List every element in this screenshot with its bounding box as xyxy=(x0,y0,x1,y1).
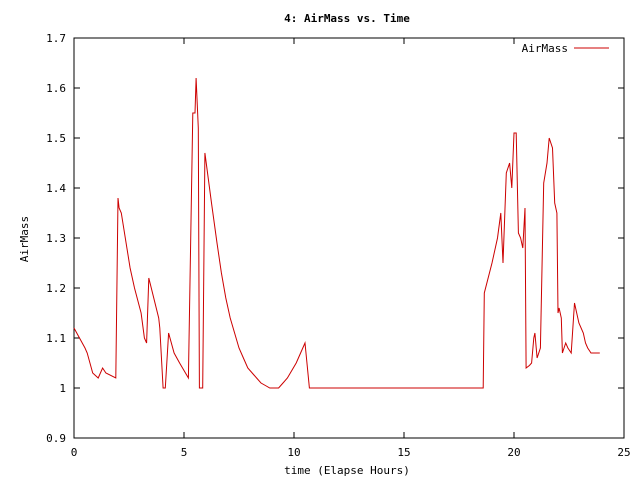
chart-title: 4: AirMass vs. Time xyxy=(284,12,410,25)
y-tick-label: 1.6 xyxy=(46,82,66,95)
y-tick-label: 1.7 xyxy=(46,32,66,45)
y-tick-label: 1.5 xyxy=(46,132,66,145)
y-tick-label: 1.4 xyxy=(46,182,66,195)
y-tick-label: 1 xyxy=(59,382,66,395)
x-tick-label: 25 xyxy=(617,446,630,459)
x-tick-label: 15 xyxy=(397,446,410,459)
y-axis-label: AirMass xyxy=(18,216,31,262)
x-tick-label: 20 xyxy=(507,446,520,459)
series-line-airmass xyxy=(73,77,600,389)
y-tick-label: 1.1 xyxy=(46,332,66,345)
y-tick-label: 0.9 xyxy=(46,432,66,445)
x-tick-label: 0 xyxy=(71,446,78,459)
y-tick-label: 1.2 xyxy=(46,282,66,295)
legend-label: AirMass xyxy=(522,42,568,55)
y-tick-label: 1.3 xyxy=(46,232,66,245)
x-tick-label: 5 xyxy=(181,446,188,459)
x-tick-label: 10 xyxy=(287,446,300,459)
x-axis-label: time (Elapse Hours) xyxy=(284,464,410,477)
